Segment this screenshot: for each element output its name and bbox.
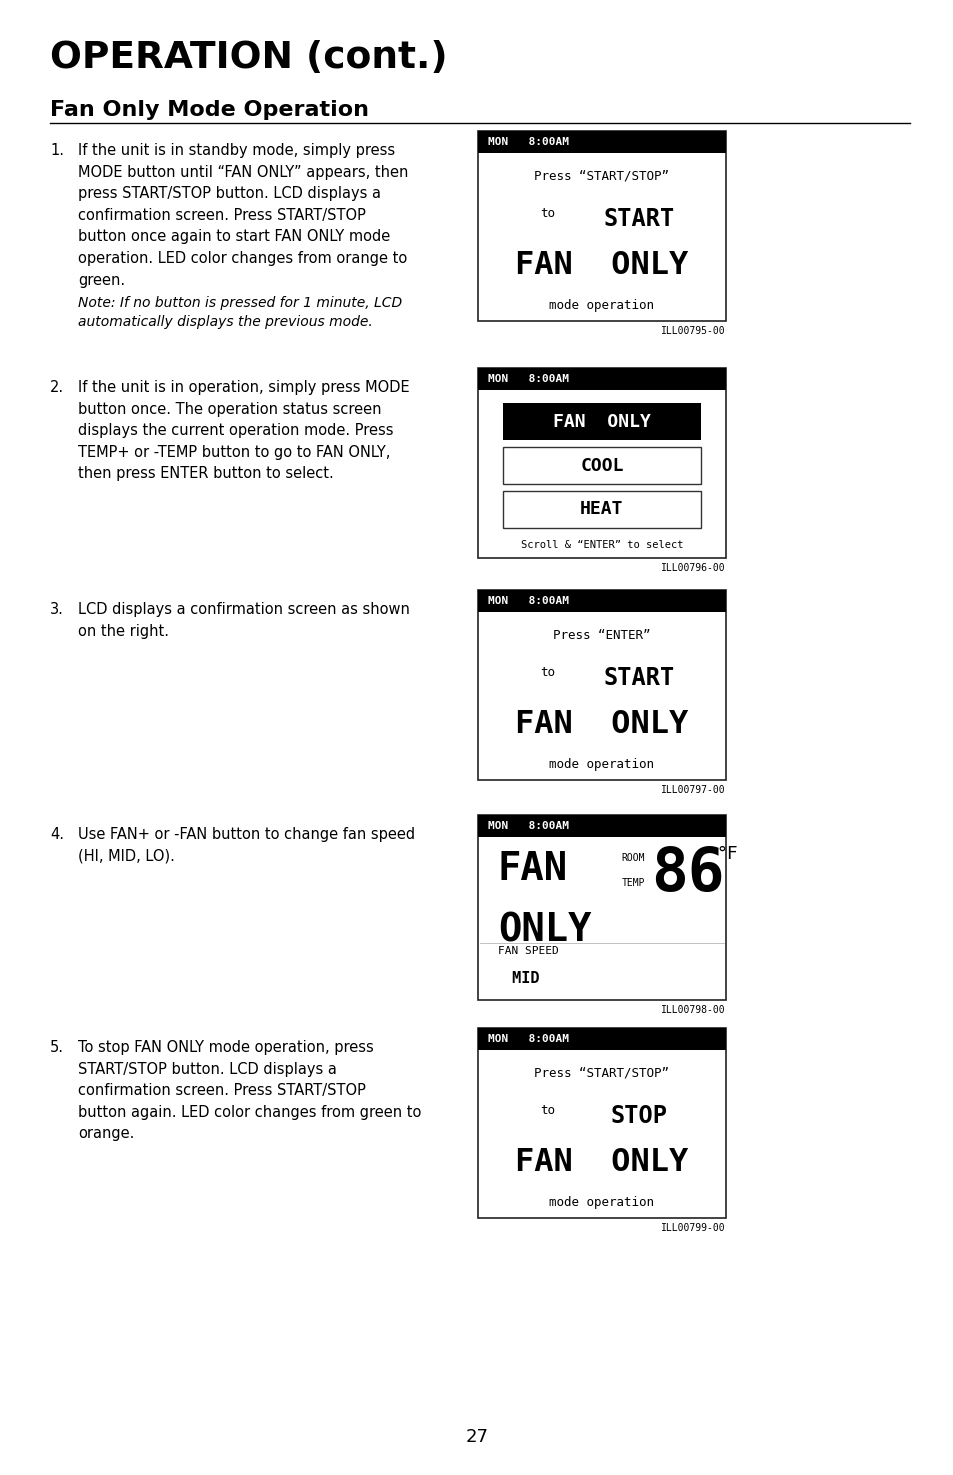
Text: 27: 27 — [465, 1428, 488, 1446]
Text: FAN: FAN — [497, 850, 567, 888]
Text: ONLY: ONLY — [497, 912, 591, 950]
Text: 5.: 5. — [50, 1040, 64, 1055]
Text: to: to — [539, 207, 555, 220]
Text: Press “ENTER”: Press “ENTER” — [553, 628, 650, 642]
Bar — [477, 367, 725, 389]
Bar — [477, 590, 725, 780]
Text: HEAT: HEAT — [579, 500, 623, 518]
Text: MON   8:00AM: MON 8:00AM — [488, 822, 568, 830]
Bar — [502, 447, 700, 484]
Text: Fan Only Mode Operation: Fan Only Mode Operation — [50, 100, 369, 119]
Text: ROOM: ROOM — [621, 854, 644, 863]
Text: 86: 86 — [651, 845, 724, 904]
Text: °F: °F — [716, 845, 737, 863]
Text: 3.: 3. — [50, 602, 64, 617]
Text: 2.: 2. — [50, 381, 64, 395]
Text: FAN  ONLY: FAN ONLY — [553, 413, 650, 431]
Text: If the unit is in operation, simply press MODE
button once. The operation status: If the unit is in operation, simply pres… — [78, 381, 409, 481]
Bar — [477, 131, 725, 153]
Bar — [477, 367, 725, 558]
Text: to: to — [539, 665, 555, 678]
Text: To stop FAN ONLY mode operation, press
START/STOP button. LCD displays a
confirm: To stop FAN ONLY mode operation, press S… — [78, 1040, 421, 1142]
Text: MON   8:00AM: MON 8:00AM — [488, 1034, 568, 1044]
Text: 4.: 4. — [50, 827, 64, 842]
Text: Note: If no button is pressed for 1 minute, LCD
automatically displays the previ: Note: If no button is pressed for 1 minu… — [78, 296, 402, 329]
Text: ILL00798-00: ILL00798-00 — [660, 1004, 725, 1015]
Text: mode operation: mode operation — [549, 299, 654, 313]
Text: OPERATION (cont.): OPERATION (cont.) — [50, 40, 447, 77]
Bar — [477, 590, 725, 612]
Bar — [477, 816, 725, 1000]
Text: mode operation: mode operation — [549, 1196, 654, 1210]
Bar — [477, 1028, 725, 1050]
Text: ILL00795-00: ILL00795-00 — [660, 326, 725, 336]
Text: FAN  ONLY: FAN ONLY — [515, 709, 688, 740]
Text: Scroll & “ENTER” to select: Scroll & “ENTER” to select — [520, 540, 682, 550]
Text: Use FAN+ or -FAN button to change fan speed
(HI, MID, LO).: Use FAN+ or -FAN button to change fan sp… — [78, 827, 415, 863]
Text: MON   8:00AM: MON 8:00AM — [488, 596, 568, 606]
Text: ILL00797-00: ILL00797-00 — [660, 785, 725, 795]
Text: If the unit is in standby mode, simply press
MODE button until “FAN ONLY” appear: If the unit is in standby mode, simply p… — [78, 143, 408, 288]
Text: mode operation: mode operation — [549, 758, 654, 771]
Bar — [477, 131, 725, 322]
Text: Press “START/STOP”: Press “START/STOP” — [534, 170, 669, 183]
Text: COOL: COOL — [579, 457, 623, 475]
Text: to: to — [539, 1103, 555, 1117]
Text: MON   8:00AM: MON 8:00AM — [488, 375, 568, 384]
Text: FAN  ONLY: FAN ONLY — [515, 251, 688, 282]
Text: FAN  ONLY: FAN ONLY — [515, 1148, 688, 1179]
Bar — [502, 404, 700, 441]
Text: STOP: STOP — [610, 1103, 667, 1128]
Text: LCD displays a confirmation screen as shown
on the right.: LCD displays a confirmation screen as sh… — [78, 602, 410, 639]
Text: FAN SPEED: FAN SPEED — [497, 945, 558, 956]
Text: ILL00796-00: ILL00796-00 — [660, 563, 725, 572]
Text: MON   8:00AM: MON 8:00AM — [488, 137, 568, 148]
Text: MID: MID — [502, 971, 538, 985]
Text: START: START — [603, 207, 674, 230]
Bar — [502, 491, 700, 528]
Text: START: START — [603, 665, 674, 690]
Text: Press “START/STOP”: Press “START/STOP” — [534, 1066, 669, 1080]
Text: 1.: 1. — [50, 143, 64, 158]
Bar — [477, 816, 725, 836]
Bar — [477, 1028, 725, 1218]
Text: ILL00799-00: ILL00799-00 — [660, 1223, 725, 1233]
Text: TEMP: TEMP — [621, 878, 644, 888]
